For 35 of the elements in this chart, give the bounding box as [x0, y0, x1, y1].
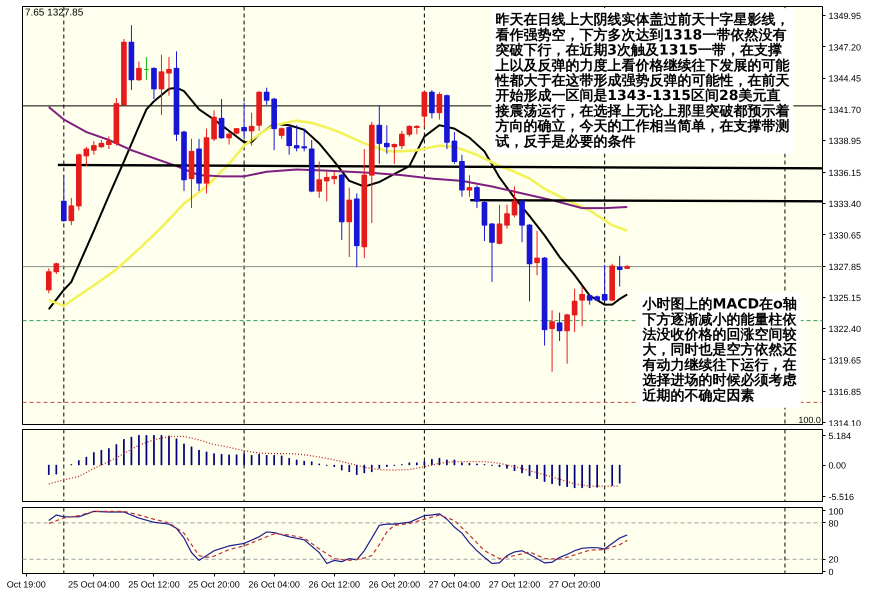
- x-tick-label: 26 Oct 04:00: [248, 580, 300, 590]
- y-tick-label: 1319.65: [828, 355, 862, 366]
- x-tick-label: 25 Oct 20:00: [188, 580, 240, 590]
- x-tick-label: 26 Oct 20:00: [368, 580, 420, 590]
- y-tick-label: 0.00: [828, 460, 846, 471]
- y-tick-label: 1333.40: [828, 199, 862, 210]
- y-tick-label: 1344.45: [828, 74, 862, 84]
- y-tick-label: 1336.15: [828, 168, 862, 178]
- text: 昨天在日线上大阴线实体盖过前天十字星影线，看作强势空，下方多次达到1318一带依然没有突破下行，在近期3次触及1315一带，在支撑上以及反弹的力度上看价格继续往下发展的可能性都大于在这带形成强势反弹的可能性，在前天开始形成一区间是1343-1315区间28美元直接震荡运行，在选择上无论上那里突破都预示着方向的确立，今天的工作相当简单，在支撑带测试，反手是必要的条件: [495, 12, 790, 150]
- y-tick-label: 1325.15: [828, 292, 862, 303]
- y-tick-label: 1327.85: [828, 262, 862, 272]
- annotation: 100.0: [798, 414, 821, 425]
- y-tick-label: 0: [828, 566, 834, 577]
- y-tick-label: 1316.85: [828, 387, 862, 398]
- y-tick-label: 80: [828, 518, 839, 528]
- x-tick-label: 25 Oct 12:00: [128, 580, 180, 590]
- y-tick-label: -5.516: [828, 492, 854, 502]
- y-tick-label: 20: [828, 554, 839, 565]
- x-tick-label: 27 Oct 12:00: [488, 580, 540, 590]
- x-tick-label: 27 Oct 04:00: [428, 580, 480, 590]
- y-tick-label: 1347.20: [828, 42, 862, 52]
- annotation: 小时图上的MACD在o轴下方逐渐减小的能量柱依法没收价格的回涨空间较大，同时也是空方依然还有动力继续往下运行，在选择进场的时候必须考虑近期的不确定因素: [642, 296, 798, 404]
- x-tick-label: 27 Oct 20:00: [548, 580, 600, 590]
- y-tick-label: 1322.40: [828, 324, 862, 334]
- x-tick-label: 25 Oct 04:00: [68, 580, 120, 590]
- y-tick-label: 1338.95: [828, 136, 862, 146]
- y-tick-label: 100: [828, 506, 844, 516]
- x-tick-label: Oct 19:00: [6, 580, 46, 590]
- x-tick-label: 26 Oct 12:00: [308, 580, 360, 590]
- annotation: 7.65 1327.85: [24, 7, 84, 18]
- y-tick-label: 1349.95: [828, 11, 862, 22]
- y-tick-label: 5.184: [828, 430, 852, 441]
- y-tick-label: 1341.70: [828, 104, 862, 115]
- y-tick-label: 1314.10: [828, 418, 862, 428]
- y-tick-label: 1330.65: [828, 230, 862, 240]
